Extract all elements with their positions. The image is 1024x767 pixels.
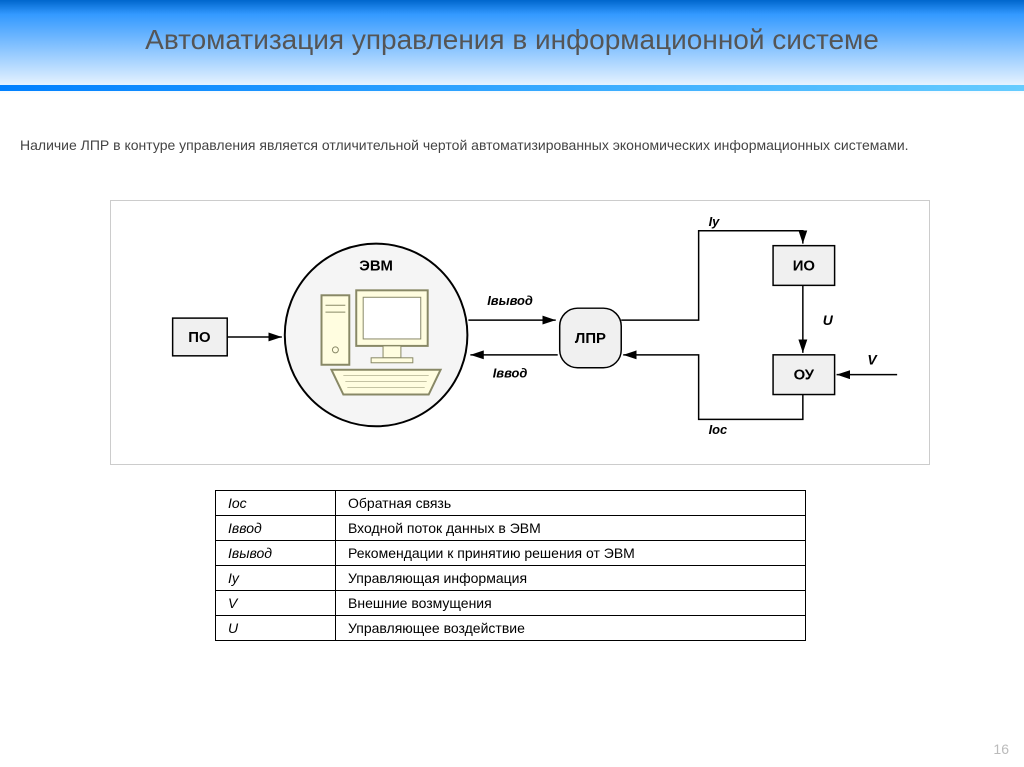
- subtitle-text: Наличие ЛПР в контуре управления являетс…: [20, 130, 1004, 161]
- legend-symbol: Iу: [216, 566, 336, 591]
- legend-desc: Управляющее воздействие: [336, 616, 806, 641]
- legend-symbol: V: [216, 591, 336, 616]
- legend-symbol: Iвывод: [216, 541, 336, 566]
- legend-desc: Обратная связь: [336, 491, 806, 516]
- table-row: Iввод Входной поток данных в ЭВМ: [216, 516, 806, 541]
- legend-symbol: Iввод: [216, 516, 336, 541]
- computer-icon: [322, 290, 441, 394]
- table-row: V Внешние возмущения: [216, 591, 806, 616]
- page-number: 16: [993, 741, 1009, 757]
- table-row: Iу Управляющая информация: [216, 566, 806, 591]
- table-row: U Управляющее воздействие: [216, 616, 806, 641]
- diagram-svg: ПО ЭВМ ЛПР ИО ОУ: [111, 201, 929, 464]
- diagram-container: ПО ЭВМ ЛПР ИО ОУ: [110, 200, 930, 465]
- edge-v-ou-label: V: [867, 352, 878, 368]
- node-po-label: ПО: [188, 330, 210, 346]
- edge-lpr-evm-label: Iввод: [493, 366, 528, 381]
- node-evm-label: ЭВМ: [359, 258, 393, 274]
- legend-desc: Управляющая информация: [336, 566, 806, 591]
- edge-ou-lpr-label: Ioc: [709, 422, 728, 437]
- node-io-label: ИО: [793, 258, 815, 274]
- legend-desc: Рекомендации к принятию решения от ЭВМ: [336, 541, 806, 566]
- edge-io-ou-label: U: [823, 312, 834, 328]
- legend-desc: Внешние возмущения: [336, 591, 806, 616]
- node-lpr-label: ЛПР: [575, 331, 606, 347]
- ribbon-stripe: [0, 85, 1024, 91]
- legend-symbol: U: [216, 616, 336, 641]
- page-title: Автоматизация управления в информационно…: [0, 24, 1024, 56]
- edge-evm-lpr-label: Iвывод: [487, 293, 533, 308]
- legend-symbol: Iос: [216, 491, 336, 516]
- node-ou-label: ОУ: [794, 368, 815, 384]
- table-row: Iос Обратная связь: [216, 491, 806, 516]
- legend-desc: Входной поток данных в ЭВМ: [336, 516, 806, 541]
- legend-table: Iос Обратная связь Iввод Входной поток д…: [215, 490, 806, 641]
- edge-lpr-io-label: Iу: [709, 214, 721, 229]
- table-row: Iвывод Рекомендации к принятию решения о…: [216, 541, 806, 566]
